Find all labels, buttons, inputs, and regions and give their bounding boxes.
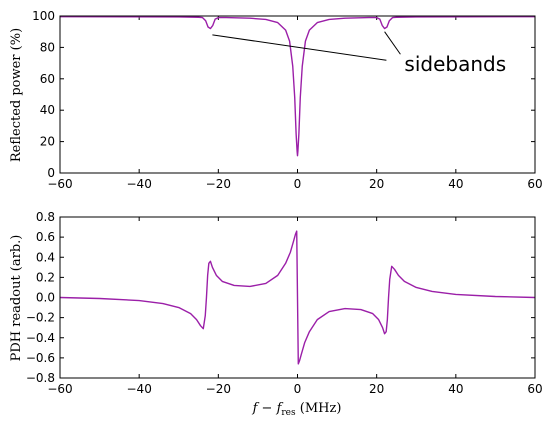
sideband-left-pointer [212, 34, 387, 61]
reflection-ytick-label: 40 [40, 103, 55, 117]
pdh-ytick-label: −0.8 [26, 371, 55, 385]
pdh-ytick-label: −0.2 [26, 311, 55, 325]
pdh-xtick-label: −60 [47, 382, 72, 396]
reflection-xtick-label: 60 [527, 177, 542, 191]
frequency-xlabel: f − fres (MHz) [252, 401, 342, 418]
pdh-ytick-label: 0.0 [36, 291, 55, 305]
pdh-xtick-label: −20 [206, 382, 231, 396]
pdh-ytick-label: 0.6 [36, 230, 55, 244]
reflection-ytick-label: 0 [47, 166, 55, 180]
reflected-power-ylabel: Reflected power (%) [9, 28, 24, 162]
pdh-xtick-label: 20 [369, 382, 384, 396]
reflection-tick-labels: −60 −40 −20 0 20 40 60 0 20 40 60 80 100 [32, 9, 543, 191]
reflection-ytick-label: 80 [40, 40, 55, 54]
xlabel-f: f [252, 401, 260, 416]
pdh-xtick-label: 40 [448, 382, 463, 396]
pdh-axes-frame [59, 216, 536, 379]
reflection-ytick-label: 60 [40, 72, 55, 86]
pdh-ytick-label: −0.4 [26, 331, 55, 345]
reflection-xtick-label: 0 [294, 177, 302, 191]
sidebands-label: sidebands [404, 52, 506, 76]
sidebands-annotation: sidebands [212, 31, 506, 76]
xlabel-res-subscript: res [281, 408, 296, 418]
reflection-xtick-label: −40 [127, 177, 152, 191]
pdh-panel: PDH readout (arb.) −60 −40 −20 0 20 40 60−0.8−… [9, 210, 543, 418]
pdh-ytick-label: 0.8 [36, 210, 55, 224]
pdh-ytick-label: 0.2 [36, 270, 55, 284]
pdh-xtick-label: 0 [294, 382, 302, 396]
pdh-series-line [59, 230, 536, 365]
reflection-xtick-label: −20 [206, 177, 231, 191]
reflection-xtick-label: 20 [369, 177, 384, 191]
reflection-xtick-label: −60 [47, 177, 72, 191]
pdh-tick-labels: −60 −40 −20 0 20 40 60 −0.8 −0.6 −0.4 −0.2 0.0 0.2 0.… [26, 210, 543, 396]
sideband-right-pointer [384, 31, 401, 55]
reflection-axes-frame [59, 15, 536, 174]
xlabel-unit: (MHz) [296, 401, 342, 416]
reflection-panel: Reflected power (%) −60 −40 −20 0 20 40 60 0 20 4… [9, 9, 543, 191]
pdh-xtick-label: 60 [527, 382, 542, 396]
xlabel-fres: f [276, 401, 284, 416]
reflection-xtick-label: 40 [448, 177, 463, 191]
xlabel-minus: − [257, 401, 276, 416]
pdh-ytick-label: 0.4 [36, 250, 55, 264]
reflection-series-line [59, 15, 536, 157]
pdh-xtick-label: −40 [127, 382, 152, 396]
reflection-ytick-label: 100 [32, 9, 55, 23]
pdh-ytick-label: −0.6 [26, 351, 55, 365]
pdh-readout-ylabel: PDH readout (arb.) [9, 235, 24, 362]
reflection-ytick-label: 20 [40, 135, 55, 149]
